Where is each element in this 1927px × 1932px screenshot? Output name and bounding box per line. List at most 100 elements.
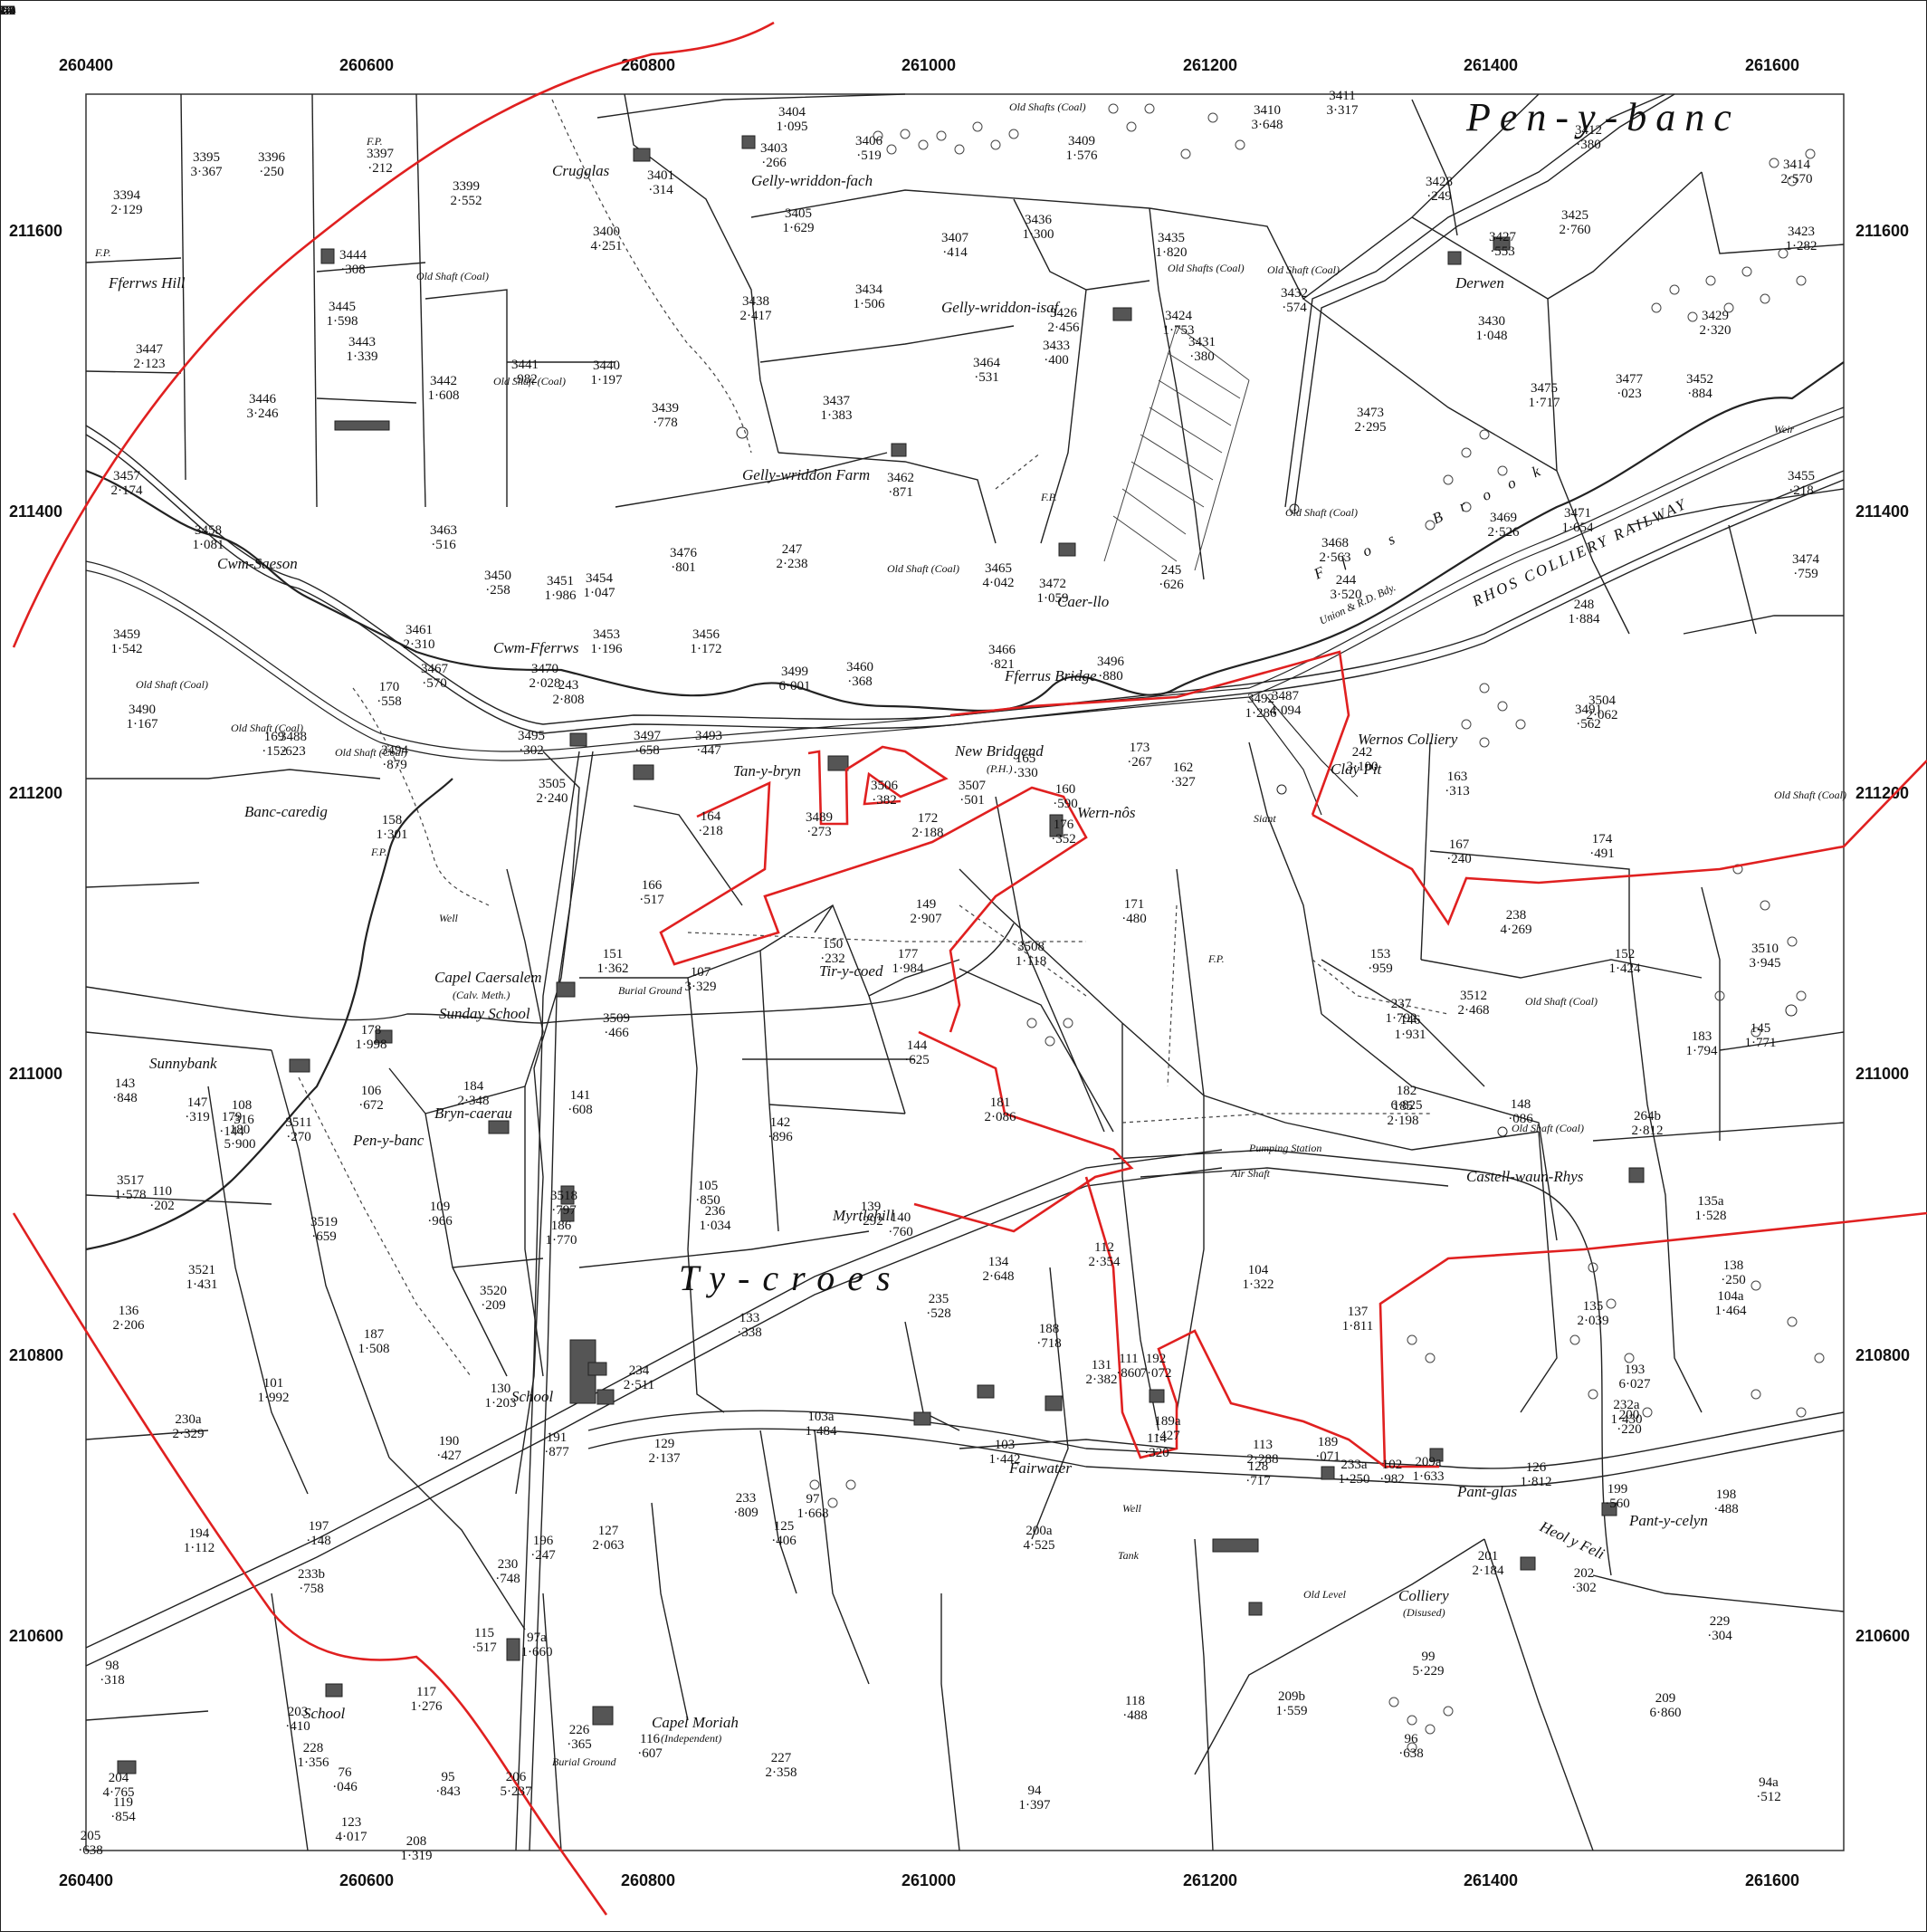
parcel-number: 148 <box>1511 1097 1531 1112</box>
svg-text:Old Shaft (Coal): Old Shaft (Coal) <box>1285 506 1358 519</box>
svg-text:Old Shaft (Coal): Old Shaft (Coal) <box>493 375 566 387</box>
parcel-area: 2·028 <box>529 676 561 691</box>
parcel-area: 1·286 <box>1245 706 1277 721</box>
parcel-number: 171 <box>1124 897 1145 912</box>
parcel-number: 198 <box>1716 1487 1737 1502</box>
red-arc-north <box>12 21 775 648</box>
parcel-area: ·821 <box>989 657 1015 672</box>
parcel-area: 2·808 <box>553 693 585 707</box>
place-label: Derwen <box>1455 274 1504 292</box>
parcel-area: 1·203 <box>485 1396 517 1411</box>
parcel-area: 1·820 <box>1156 245 1188 260</box>
parcel-area: 2·295 <box>1355 420 1387 435</box>
parcel-number: 177 <box>898 947 919 961</box>
parcel-number: 190 <box>439 1434 460 1449</box>
parcel-number: 248 <box>1574 598 1595 612</box>
place-label: Sunday School <box>439 1005 530 1022</box>
parcel-area: 2·086 <box>985 1110 1016 1124</box>
parcel-number: 117 <box>416 1685 436 1699</box>
parcel-area: 1·668 <box>797 1506 829 1521</box>
parcel-area: 1·506 <box>854 297 885 311</box>
parcel-area: ·574 <box>1282 301 1307 315</box>
x-tick-label: 260800 <box>621 1871 675 1889</box>
parcel-number: 192 <box>1146 1352 1167 1366</box>
parcel-number: 3431 <box>1188 335 1216 349</box>
shaft-icon <box>1497 1126 1508 1137</box>
svg-text:Old Shaft (Coal): Old Shaft (Coal) <box>887 562 959 575</box>
parcel-number: 3423 <box>1788 225 1815 239</box>
parcel-area: ·480 <box>1121 912 1147 926</box>
parcel-area: 2·648 <box>983 1269 1015 1284</box>
place-label: Banc-caredig <box>244 803 328 820</box>
parcel-area: 3·329 <box>685 980 717 994</box>
parcel-area: ·365 <box>567 1737 592 1752</box>
place-label: Wern-nôs <box>1077 804 1136 821</box>
parcel-area: 1·986 <box>545 588 577 603</box>
parcel-area: ·748 <box>495 1572 520 1586</box>
parcel-number: 96 <box>1405 1732 1419 1746</box>
parcel-number: 103a <box>807 1410 835 1424</box>
parcel-area: ·517 <box>639 893 664 907</box>
y-tick-label: 211000 <box>1855 1065 1909 1083</box>
parcel-area: ·562 <box>1576 717 1601 732</box>
parcel-area: ·758 <box>299 1582 324 1596</box>
parcel-number: 164 <box>701 809 721 824</box>
parcel-number: 3518 <box>550 1189 577 1203</box>
parcel-number: 3519 <box>310 1215 338 1229</box>
x-axis-top: 260400 260600 260800 261000 261200 26140… <box>59 56 1799 74</box>
place-label: Well <box>1122 1502 1142 1515</box>
parcel-area: 1·464 <box>1715 1304 1747 1318</box>
parcel-area: ·488 <box>1122 1708 1148 1723</box>
svg-text:Old Shafts (Coal): Old Shafts (Coal) <box>1009 100 1086 113</box>
parcel-area: ·659 <box>311 1229 337 1244</box>
parcel-number: 130 <box>491 1382 511 1396</box>
parcel-number: 174 <box>1592 832 1613 846</box>
parcel-number: 3459 <box>113 627 140 642</box>
parcel-number: 3491 <box>1575 703 1602 717</box>
parcel-area: 2·240 <box>537 791 568 806</box>
parcel-number: 3412 <box>1575 123 1602 138</box>
parcel-number: 176 <box>1054 818 1074 832</box>
red-parcel-152 <box>659 780 1088 1033</box>
parcel-number: 3475 <box>1531 381 1558 396</box>
parcel-number: 3428 <box>1426 175 1453 189</box>
parcel-area: ·247 <box>530 1548 556 1563</box>
parcel-area: 1·196 <box>591 642 623 656</box>
parcel-number: 3453 <box>593 627 620 642</box>
red-boundary-rail <box>949 650 1350 816</box>
parcel-number: 209 <box>1655 1691 1676 1706</box>
parcel-area: 2·760 <box>1560 223 1591 237</box>
parcel-area: 1·811 <box>1342 1319 1373 1334</box>
parcel-number: 135a <box>1697 1194 1724 1209</box>
parcel-area: ·410 <box>285 1719 310 1734</box>
parcel-number: 3499 <box>781 665 808 679</box>
place-label: Weir <box>1774 423 1795 435</box>
parcel-area: ·512 <box>1756 1790 1781 1804</box>
parcel-area: 1·884 <box>1569 612 1600 626</box>
place-label: Cwm-Fferrws <box>493 639 579 656</box>
parcel-number: 133 <box>739 1311 760 1325</box>
parcel-area: ·258 <box>485 583 510 598</box>
parcel-area: ·126 <box>0 4 13 18</box>
svg-text:Old Shaft (Coal): Old Shaft (Coal) <box>416 270 489 282</box>
place-label: Burial Ground <box>552 1755 617 1768</box>
parcel-number: 210 <box>0 0 10 4</box>
parcel-area: ·414 <box>942 245 968 260</box>
parcel-area: 2·382 <box>1086 1372 1118 1387</box>
parcel-number: 152 <box>1615 947 1636 961</box>
parcel-area: ·316 <box>229 1113 254 1127</box>
parcel-number: 105 <box>698 1179 719 1193</box>
parcel-number: 3470 <box>531 662 558 676</box>
parcel-number: 3400 <box>593 225 620 239</box>
place-label: School <box>511 1388 554 1405</box>
x-tick-label: 261200 <box>1183 1871 1237 1889</box>
parcel-area: ·623 <box>281 744 306 759</box>
parcel-area: ·718 <box>1036 1336 1062 1351</box>
parcel-number: 3440 <box>593 359 620 373</box>
parcel-number: 3509 <box>603 1011 630 1026</box>
parcel-number: 226 <box>569 1723 590 1737</box>
parcel-number: 3429 <box>1702 309 1729 323</box>
parcel-area: 1·424 <box>1609 961 1641 976</box>
svg-text:F.P.: F.P. <box>1040 491 1057 503</box>
